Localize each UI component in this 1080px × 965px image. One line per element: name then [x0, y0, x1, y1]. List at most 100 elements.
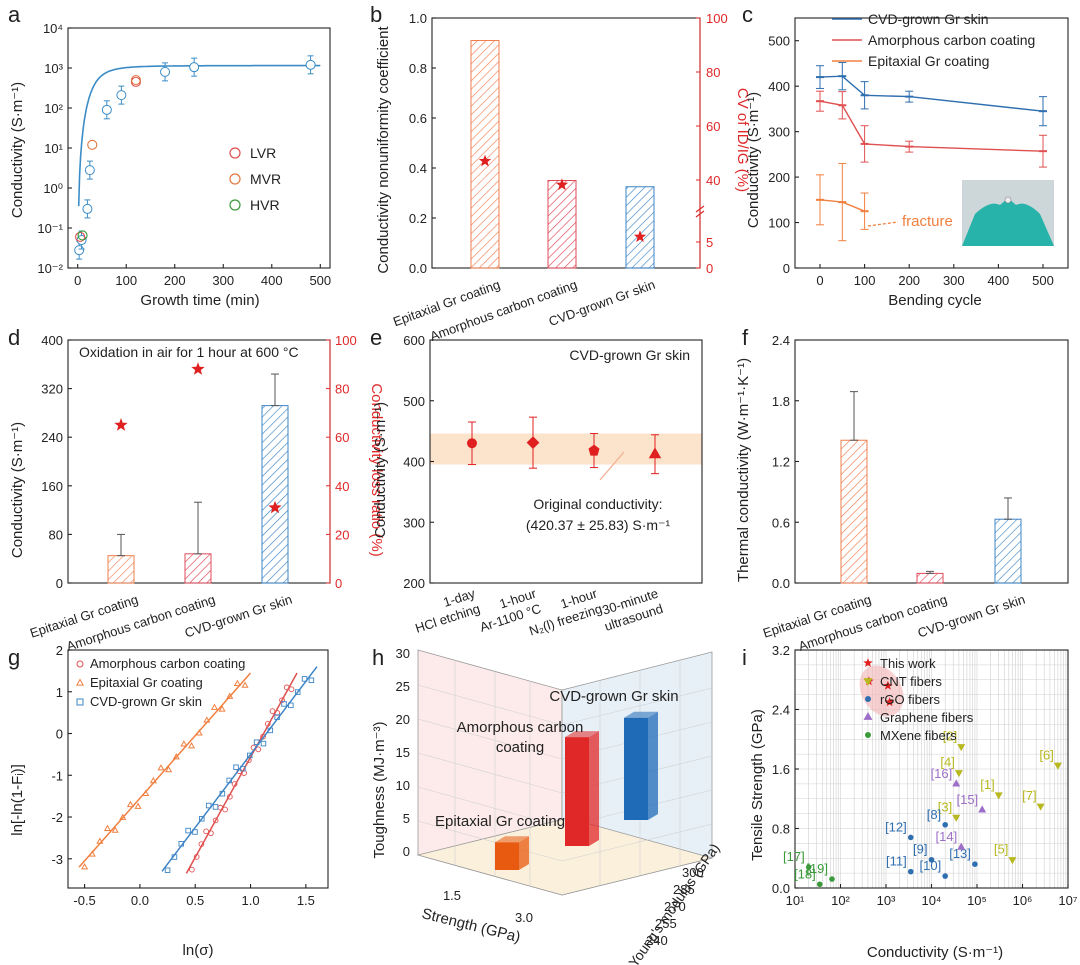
d-ytick-label: 240 — [41, 430, 63, 445]
i-ytick-label: 2.4 — [772, 703, 790, 718]
a-frame — [67, 27, 331, 269]
c-ylabel: Conductivity (S·m⁻¹) — [745, 92, 762, 228]
i-point-ref: [7] — [1022, 788, 1036, 803]
e-point — [648, 447, 662, 459]
f-ytick-label: 1.8 — [772, 394, 790, 409]
g-point — [288, 702, 294, 709]
i-point — [942, 821, 948, 828]
e-ytick-label: 300 — [403, 515, 425, 530]
g-point — [198, 841, 205, 847]
g-point — [247, 752, 253, 759]
b-bar — [547, 180, 577, 269]
a-data-point — [189, 62, 200, 73]
i-xtick-label: 10³ — [877, 893, 896, 908]
i-legend-label: This work — [880, 656, 936, 671]
d-title: Oxidation in air for 1 hour at 600 °C — [79, 344, 299, 360]
h-bar-2 — [624, 711, 658, 820]
g-point — [187, 742, 196, 749]
e-xtick-label: 1-dayHCl etching — [408, 585, 482, 635]
i-point-ref: [19] — [806, 861, 828, 876]
g-point — [149, 776, 157, 784]
d-y2label: Conductivity loss ratio (%) — [368, 383, 385, 556]
g-point — [157, 764, 165, 771]
i-legend-label: MXene fibers — [880, 728, 957, 743]
b-cv-star — [555, 178, 569, 191]
b-cv-star — [478, 154, 492, 167]
a-ytick-label: 10² — [44, 101, 63, 116]
d-frame — [67, 339, 331, 584]
c-fracture-label: fracture — [902, 213, 953, 230]
b-y2tick-label: 0 — [706, 261, 713, 276]
d-ytick-label: 320 — [41, 382, 63, 397]
i-ytick-label: 0.8 — [772, 822, 790, 837]
e-point — [467, 438, 477, 449]
i-point-graphene — [952, 779, 961, 787]
g-ytick-label: 1 — [56, 685, 63, 700]
panel-label-g: g — [8, 645, 20, 670]
a-ytick-label: 10⁰ — [43, 181, 63, 196]
g-ytick-label: -2 — [51, 810, 63, 825]
g-legend-marker — [75, 678, 85, 686]
a-legend-label: LVR — [250, 145, 276, 161]
g-point — [103, 824, 112, 831]
h-bar-top — [624, 711, 658, 718]
g-point — [142, 789, 150, 797]
g-legend-label: Epitaxial Gr coating — [90, 675, 203, 690]
g-frame — [67, 649, 329, 889]
i-ylabel: Tensile Strength (GPa) — [749, 709, 766, 861]
g-point — [212, 804, 219, 810]
d-errorbar — [271, 373, 279, 407]
i-point-ref: [16] — [931, 766, 953, 781]
panel-i: i 10¹ 10² 10³ 10⁴ 10⁵ 10⁶ 10⁷ 0.0 0.8 1.6 2.4 3.2 [2… — [742, 643, 1078, 961]
h-ztick-label: 10 — [396, 778, 410, 793]
g-point — [205, 802, 212, 809]
panel-label-h: h — [372, 645, 384, 670]
i-point-ref: [12] — [885, 819, 907, 834]
i-point — [829, 876, 835, 882]
e-xtick-label: 30-minuteultrasound — [598, 586, 665, 634]
g-point — [165, 765, 173, 773]
a-xtick-label: 300 — [212, 273, 234, 288]
b-ytick-label: 0.2 — [409, 211, 427, 226]
h-floor — [416, 817, 714, 896]
a-point-lvr — [75, 231, 86, 242]
g-point — [164, 867, 171, 874]
g-point — [195, 729, 203, 736]
g-point — [171, 854, 178, 860]
d-y2tick-label: 0 — [335, 576, 342, 591]
i-ytick-label: 1.6 — [772, 762, 790, 777]
g-point — [81, 863, 89, 870]
d-loss-star — [114, 418, 128, 431]
c-ytick-label: 400 — [768, 79, 790, 94]
i-legend-marker — [863, 711, 873, 720]
b-ytick-label: 1.0 — [409, 11, 427, 26]
h-grid-z — [417, 752, 563, 794]
a-legend-marker — [229, 173, 241, 185]
i-point-ref: [5] — [994, 842, 1008, 857]
g-point — [210, 703, 219, 710]
d-errorbar — [117, 533, 125, 557]
h-grid-z — [417, 718, 563, 760]
g-point — [203, 716, 211, 723]
a-data-point — [84, 165, 95, 176]
g-xtick-label: -0.5 — [73, 893, 95, 908]
i-point-ref: [8] — [927, 807, 941, 822]
c-ytick-label: 200 — [768, 170, 790, 185]
e-annotation-arrow — [599, 451, 625, 481]
g-point — [241, 681, 249, 688]
i-legend-label: rGO fibers — [880, 692, 940, 707]
d-ytick-label: 400 — [41, 333, 63, 348]
d-loss-star — [191, 362, 205, 375]
h-grid-z — [561, 823, 713, 862]
c-legend-label: Amorphous carbon coating — [868, 32, 1035, 48]
g-point — [264, 720, 271, 727]
f-bar — [994, 518, 1022, 584]
h-grid-z — [561, 687, 713, 726]
h-xtick-label: 1.5 — [443, 888, 461, 903]
h-bar-side — [589, 731, 599, 846]
g-xtick-label: 1.0 — [242, 893, 260, 908]
g-point — [283, 684, 290, 691]
c-series-line — [819, 75, 1044, 112]
c-series-line — [819, 100, 1044, 152]
